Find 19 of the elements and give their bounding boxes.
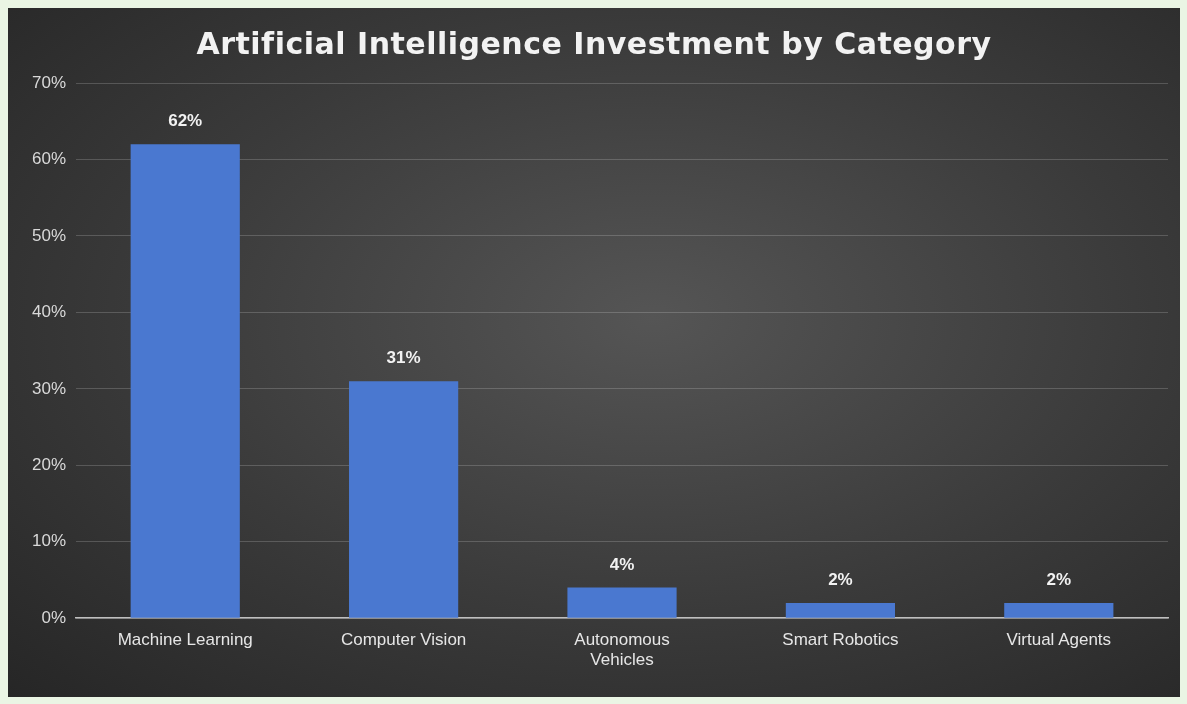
y-tick-label: 30% [31, 378, 67, 398]
x-tick-label: Machine Learning [117, 630, 253, 650]
data-label: 2% [1046, 570, 1072, 590]
x-tick-label: Autonomous Vehicles [574, 630, 670, 670]
data-label: 4% [609, 554, 635, 574]
data-label: 62% [168, 111, 203, 131]
x-tick-label: Computer Vision [340, 630, 467, 650]
data-label: 2% [828, 570, 853, 590]
y-tick-label: 40% [31, 302, 67, 322]
y-tick-label: 60% [31, 149, 67, 169]
y-tick-label: 10% [31, 531, 67, 551]
y-tick-label: 70% [31, 72, 67, 92]
data-label: 31% [386, 348, 421, 368]
x-tick-label: Virtual Agents [1006, 630, 1112, 650]
y-tick-label: 0% [41, 607, 67, 627]
y-tick-label: 20% [31, 454, 67, 474]
x-tick-label: Smart Robotics [782, 630, 899, 650]
y-tick-label: 50% [31, 225, 67, 245]
chart-title: Artificial Intelligence Investment by Category [195, 26, 993, 61]
